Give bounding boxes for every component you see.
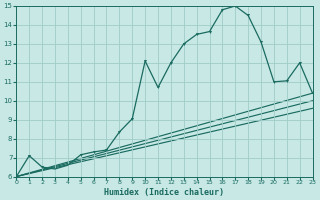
X-axis label: Humidex (Indice chaleur): Humidex (Indice chaleur) xyxy=(104,188,224,197)
